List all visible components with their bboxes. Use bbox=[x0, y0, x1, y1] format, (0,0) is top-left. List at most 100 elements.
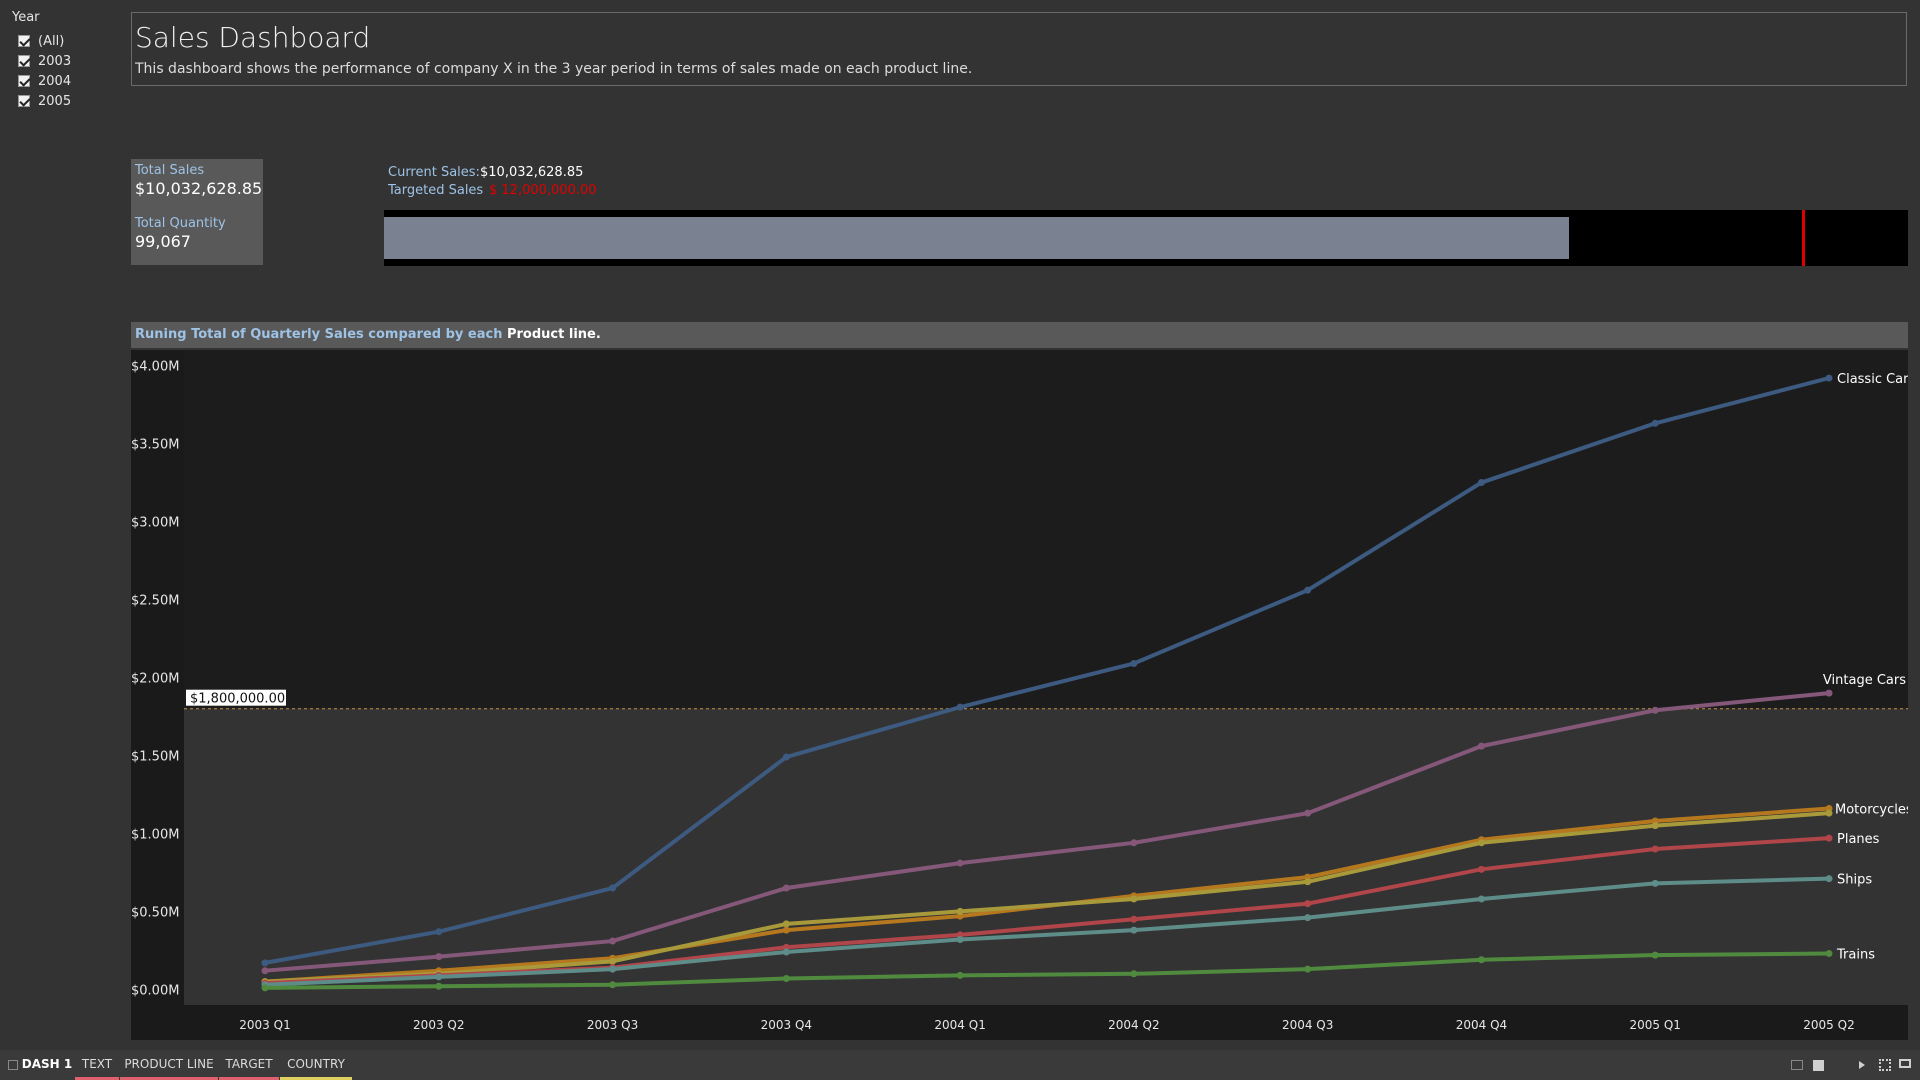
grid-icon[interactable] bbox=[8, 1060, 18, 1070]
data-point bbox=[1651, 419, 1659, 427]
reference-band-above bbox=[184, 350, 1908, 709]
data-point bbox=[1825, 374, 1833, 382]
show-tabs-icon[interactable] bbox=[1813, 1060, 1824, 1071]
y-tick-label: $3.00M bbox=[131, 516, 179, 531]
x-tick-label: 2005 Q1 bbox=[1630, 1018, 1681, 1032]
x-tick-label: 2003 Q2 bbox=[413, 1018, 464, 1032]
checkbox-checked-icon[interactable] bbox=[18, 95, 30, 107]
data-point bbox=[1130, 659, 1138, 667]
year-option-label: 2003 bbox=[38, 53, 72, 69]
data-point bbox=[1304, 914, 1312, 922]
data-point bbox=[782, 974, 790, 982]
data-point bbox=[956, 907, 964, 915]
x-tick-label: 2004 Q1 bbox=[934, 1018, 985, 1032]
data-point bbox=[956, 703, 964, 711]
target-marker bbox=[1801, 210, 1805, 266]
data-point bbox=[1304, 878, 1312, 886]
tab-underline bbox=[219, 1077, 279, 1080]
y-tick-label: $1.50M bbox=[131, 749, 179, 764]
data-point bbox=[1304, 965, 1312, 973]
current-sales-label: Current Sales: bbox=[388, 165, 480, 180]
tab-dash-1[interactable]: DASH 1 bbox=[20, 1050, 74, 1080]
year-option-2005[interactable]: 2005 bbox=[12, 91, 122, 111]
data-point bbox=[435, 953, 443, 961]
series-label: Trains bbox=[1836, 948, 1875, 963]
data-point bbox=[1477, 956, 1485, 964]
year-option-label: 2005 bbox=[38, 93, 72, 109]
x-axis-band bbox=[131, 1005, 1908, 1040]
data-point bbox=[1825, 809, 1833, 817]
data-point bbox=[782, 920, 790, 928]
data-point bbox=[1651, 845, 1659, 853]
sales-progress-bar bbox=[384, 210, 1908, 266]
series-line bbox=[263, 811, 1831, 984]
data-point bbox=[782, 948, 790, 956]
series-line bbox=[263, 876, 1831, 987]
data-point bbox=[956, 859, 964, 867]
year-filter-title: Year bbox=[12, 10, 40, 25]
presentation-icon[interactable] bbox=[1899, 1059, 1911, 1068]
checkbox-checked-icon[interactable] bbox=[18, 75, 30, 87]
tab-product-line[interactable]: PRODUCT LINE bbox=[120, 1050, 218, 1080]
data-point bbox=[1825, 875, 1833, 883]
data-point bbox=[435, 928, 443, 936]
tab-text[interactable]: TEXT bbox=[75, 1050, 119, 1080]
tab-label: TARGET bbox=[225, 1057, 273, 1071]
page-subtitle: This dashboard shows the performance of … bbox=[135, 61, 973, 77]
running-total-line-chart: $0.00M $0.50M $1.00M $1.50M $2.00M $2.50M $3.0… bbox=[131, 350, 1908, 1040]
series-label: Planes bbox=[1837, 832, 1880, 847]
data-point bbox=[1304, 900, 1312, 908]
data-point bbox=[782, 753, 790, 761]
data-point bbox=[609, 884, 617, 892]
tab-target[interactable]: TARGET bbox=[219, 1050, 279, 1080]
y-tick-label: $0.50M bbox=[131, 905, 179, 920]
x-tick-label: 2003 Q3 bbox=[587, 1018, 638, 1032]
data-point bbox=[435, 973, 443, 981]
reference-band-below bbox=[184, 708, 1908, 1005]
data-point bbox=[261, 959, 269, 967]
year-option-2004[interactable]: 2004 bbox=[12, 71, 122, 91]
fullscreen-icon[interactable] bbox=[1879, 1059, 1891, 1071]
chart-title: Runing Total of Quarterly Sales compared… bbox=[135, 327, 601, 342]
data-point bbox=[1825, 834, 1833, 842]
chart-title-part1: Runing Total of Quarterly Sales compared… bbox=[135, 327, 503, 342]
data-point bbox=[1825, 950, 1833, 958]
tab-label: COUNTRY bbox=[287, 1057, 345, 1071]
tab-country[interactable]: COUNTRY bbox=[280, 1050, 352, 1080]
total-sales-label: Total Sales bbox=[135, 163, 205, 178]
data-point bbox=[1477, 742, 1485, 750]
y-axis-band bbox=[131, 350, 184, 1040]
year-option-2003[interactable]: 2003 bbox=[12, 51, 122, 71]
checkbox-checked-icon[interactable] bbox=[18, 35, 30, 47]
year-option-label: 2004 bbox=[38, 73, 72, 89]
data-point bbox=[1651, 879, 1659, 887]
show-filmstrip-icon[interactable] bbox=[1791, 1060, 1803, 1070]
y-tick-label: $3.50M bbox=[131, 438, 179, 453]
sales-progress-fill bbox=[384, 217, 1570, 259]
sheet-tab-bar: DASH 1 TEXT PRODUCT LINE TARGET COUNTRY bbox=[0, 1050, 1920, 1080]
year-filter: Year (All) 2003 2004 2005 bbox=[12, 10, 122, 111]
kpi-panel: Total Sales $10,032,628.85 Total Quantit… bbox=[131, 159, 263, 265]
data-point bbox=[956, 971, 964, 979]
total-quantity-value: 99,067 bbox=[135, 232, 191, 251]
chart-title-part2: Product line. bbox=[506, 327, 601, 342]
reference-label: $1,800,000.00 bbox=[190, 692, 285, 707]
data-point bbox=[609, 937, 617, 945]
x-tick-label: 2005 Q2 bbox=[1803, 1018, 1854, 1032]
data-point bbox=[1651, 822, 1659, 830]
tab-underline bbox=[120, 1077, 218, 1080]
series-label: Vintage Cars bbox=[1823, 673, 1906, 688]
year-option-all[interactable]: (All) bbox=[12, 31, 122, 51]
data-point bbox=[1304, 586, 1312, 594]
y-tick-label: $0.00M bbox=[131, 983, 179, 998]
y-tick-label: $2.00M bbox=[131, 672, 179, 687]
x-tick-label: 2003 Q1 bbox=[239, 1018, 290, 1032]
series-line bbox=[263, 691, 1831, 973]
play-icon[interactable] bbox=[1859, 1061, 1865, 1069]
chart-header: Runing Total of Quarterly Sales compared… bbox=[131, 322, 1908, 348]
y-tick-label: $4.00M bbox=[131, 360, 179, 375]
x-tick-label: 2004 Q2 bbox=[1108, 1018, 1159, 1032]
data-point bbox=[1130, 970, 1138, 978]
dashboard-header: Sales Dashboard This dashboard shows the… bbox=[131, 12, 1907, 86]
checkbox-checked-icon[interactable] bbox=[18, 55, 30, 67]
